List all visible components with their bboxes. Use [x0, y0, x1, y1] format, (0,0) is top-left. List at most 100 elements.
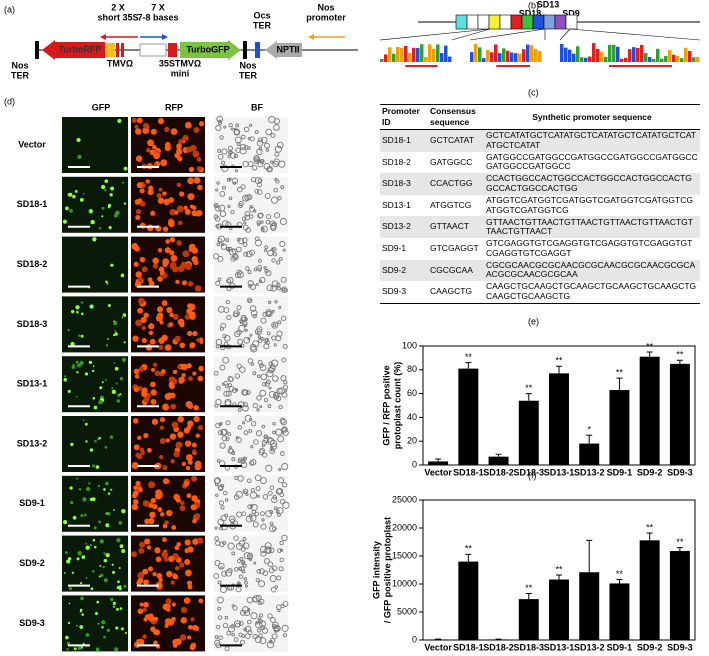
bf-cell: [258, 449, 265, 456]
logo-letter: [576, 46, 580, 62]
rfp-cell: [136, 117, 143, 124]
gfp-cell: [103, 552, 106, 555]
bf-cell: [234, 129, 240, 136]
bar: [669, 363, 690, 465]
rfp-cell: [142, 500, 150, 507]
rfp-cell: [188, 303, 196, 311]
logo-letter: [440, 53, 444, 62]
rfp-cell: [142, 634, 147, 639]
bf-cell: [216, 242, 221, 247]
row-label: SD9-3: [19, 618, 45, 628]
rfp-cell: [156, 192, 162, 199]
bf-cell: [249, 333, 253, 337]
panel-label: (d): [4, 96, 15, 106]
bf-cell: [241, 560, 246, 565]
bf-cell: [257, 617, 261, 621]
gfp-image: [62, 475, 128, 532]
bf-cell: [223, 380, 228, 386]
rfp-cell: [132, 418, 139, 424]
rfp-cell: [134, 374, 140, 379]
logo-letter: [420, 44, 424, 62]
bf-cell: [254, 328, 262, 336]
bf-cell: [237, 459, 242, 463]
bf-cell: [230, 255, 237, 262]
rfp-cell: [186, 493, 192, 499]
rfp-cell: [141, 387, 148, 394]
bf-cell: [271, 258, 276, 263]
gfp-cell: [93, 545, 97, 549]
gfp-cell: [105, 512, 108, 515]
logo-letter: [448, 56, 452, 62]
bf-cell: [237, 186, 243, 193]
rfp-image: [131, 356, 205, 413]
gfp-cell: [70, 341, 75, 347]
bf-cell: [265, 464, 273, 472]
gfp-cell: [114, 647, 119, 652]
bf-cell: [238, 203, 243, 209]
gfp-cell: [117, 580, 120, 584]
bf-cell: [276, 604, 282, 610]
rfp-cell: [169, 250, 175, 256]
gene-label: TurboGFP: [186, 44, 229, 54]
bf-cell: [214, 204, 218, 208]
table-cell: SD13-2: [380, 216, 428, 238]
bf-cell: [273, 124, 280, 131]
bf-cell: [244, 211, 251, 217]
gfp-cell: [72, 194, 76, 199]
rfp-cell: [167, 219, 175, 227]
gfp-cell: [121, 508, 126, 514]
rfp-cell: [152, 263, 159, 269]
bf-cell: [243, 336, 251, 344]
gfp-cell: [115, 626, 119, 630]
table-cell: GCTCATATGCTCATATGCTCATATGCTCATATGCTCATAT…: [484, 129, 700, 152]
rfp-cell: [156, 306, 164, 313]
bf-cell: [253, 158, 260, 165]
rfp-cell: [187, 624, 193, 630]
logo-letter: [612, 44, 616, 62]
error-bar: [586, 434, 593, 444]
bf-cell: [256, 568, 262, 574]
gfp-cell: [104, 179, 109, 183]
bf-cell: [220, 428, 227, 436]
bf-cell: [276, 260, 281, 265]
table-cell: GTCGAGGT: [430, 242, 479, 253]
rfp-cell: [137, 307, 144, 314]
significance: **: [555, 356, 563, 366]
rfp-cell: [148, 330, 154, 336]
rfp-cell: [188, 166, 195, 173]
bf-cell: [235, 147, 241, 153]
gfp-cell: [63, 375, 66, 378]
gfp-cell: [107, 492, 111, 495]
bf-cell: [281, 357, 287, 363]
bar: [428, 639, 449, 640]
bf-cell: [255, 578, 260, 583]
x-tick-label: Vector: [424, 642, 452, 652]
bf-cell: [228, 386, 235, 392]
bf-cell: [279, 217, 287, 226]
row-label: SD18-1: [17, 199, 48, 209]
bf-cell: [279, 240, 286, 248]
bf-cell: [267, 300, 272, 305]
rfp-cell: [187, 459, 193, 465]
rfp-cell: [171, 525, 177, 530]
bf-cell: [257, 137, 263, 143]
bf-cell: [239, 609, 246, 616]
bf-cell: [216, 181, 220, 185]
bf-cell: [214, 560, 221, 567]
bf-cell: [239, 143, 247, 151]
bf-cell: [216, 115, 223, 123]
logo-letter: [644, 53, 648, 62]
bf-cell: [267, 249, 274, 257]
gfp-cell: [124, 631, 127, 634]
bf-cell: [271, 624, 277, 630]
gfp-cell: [113, 213, 118, 218]
significance: **: [465, 352, 473, 362]
rfp-cell: [198, 121, 205, 127]
bf-cell: [233, 310, 240, 317]
logo-letter: [568, 49, 572, 62]
gfp-cell: [80, 334, 84, 338]
header-text: Consensus: [430, 106, 476, 116]
x-tick-label: SD13-2: [574, 642, 605, 652]
bf-cell: [270, 133, 276, 138]
bf-cell: [244, 580, 248, 585]
